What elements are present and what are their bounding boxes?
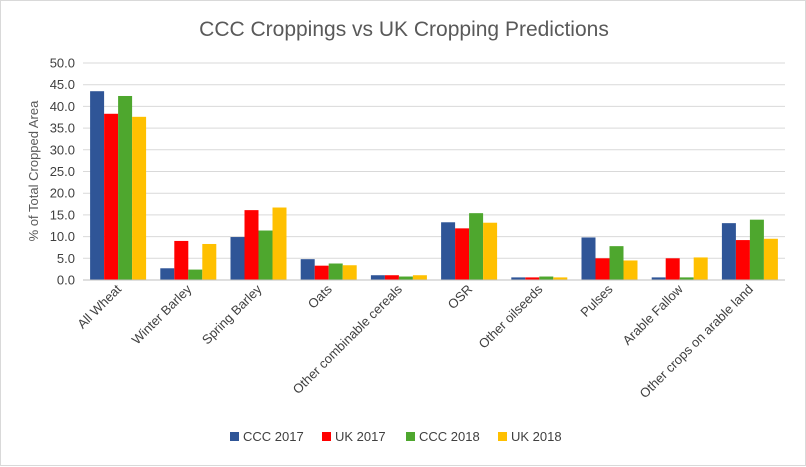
y-tick-label: 5.0	[57, 251, 75, 266]
x-tick-label: Other crops on arable land	[637, 282, 756, 401]
y-tick-label: 40.0	[50, 99, 75, 114]
gridlines	[83, 62, 785, 259]
bar	[679, 277, 694, 280]
bar	[609, 246, 624, 280]
y-tick-label: 50.0	[50, 56, 75, 71]
chart-title: CCC Croppings vs UK Cropping Predictions	[199, 18, 609, 41]
bar	[735, 240, 750, 280]
bar	[763, 238, 778, 280]
bar	[300, 259, 315, 280]
x-tick-label: OSR	[445, 282, 476, 313]
x-tick-label: Oats	[305, 281, 335, 311]
bar	[342, 265, 357, 280]
bar	[412, 275, 427, 280]
bar	[370, 275, 385, 280]
x-tick-label: Winter Barley	[129, 281, 195, 347]
bar	[693, 257, 708, 280]
legend-label: CCC 2017	[243, 429, 304, 444]
bar	[230, 237, 245, 280]
bar	[525, 277, 540, 280]
bar	[272, 207, 287, 280]
bar	[188, 269, 203, 280]
x-tick-label: Pulses	[577, 281, 616, 320]
legend-label: CCC 2018	[419, 429, 480, 444]
bar	[721, 223, 736, 280]
y-axis-title: % of Total Cropped Area	[26, 100, 41, 241]
legend-swatch	[406, 432, 415, 441]
bar	[651, 277, 666, 280]
bar	[244, 210, 259, 280]
bar	[539, 276, 554, 280]
y-tick-label: 0.0	[57, 273, 75, 288]
legend-swatch	[322, 432, 331, 441]
legend-swatch	[498, 432, 507, 441]
bar	[398, 276, 413, 280]
y-tick-label: 30.0	[50, 142, 75, 157]
bar	[483, 222, 498, 280]
y-tick-label: 45.0	[50, 77, 75, 92]
y-tick-label: 25.0	[50, 164, 75, 179]
y-tick-label: 20.0	[50, 186, 75, 201]
bar	[314, 265, 329, 280]
bar	[553, 277, 568, 280]
bar	[511, 277, 526, 280]
bar	[328, 263, 343, 280]
bar	[469, 213, 484, 280]
legend-label: UK 2018	[511, 429, 562, 444]
bar	[258, 230, 273, 280]
bar	[623, 260, 638, 280]
y-axis-ticks: 0.0 5.0 10.0 15.0 20.0 25.0 30.0 35.0 40.0 45.0 50…	[50, 56, 75, 288]
bar	[202, 243, 217, 280]
x-tick-label: Other oilseeds	[476, 281, 546, 351]
bar	[581, 237, 596, 280]
legend-swatch	[230, 432, 239, 441]
y-tick-label: 10.0	[50, 229, 75, 244]
bar	[104, 113, 119, 280]
y-tick-label: 35.0	[50, 121, 75, 136]
y-tick-label: 15.0	[50, 207, 75, 222]
x-tick-label: Arable Fallow	[620, 281, 687, 348]
bar	[441, 222, 456, 280]
bars	[90, 91, 778, 281]
legend-label: UK 2017	[335, 429, 386, 444]
bar	[118, 95, 133, 280]
bar	[455, 228, 470, 280]
bar	[749, 219, 764, 280]
x-tick-label: Spring Barley	[199, 281, 265, 347]
bar	[160, 268, 175, 280]
bar	[174, 240, 189, 280]
legend: CCC 2017 UK 2017 CCC 2018 UK 2018	[230, 429, 562, 444]
x-tick-label: All Wheat	[74, 281, 124, 331]
bar	[90, 91, 105, 281]
x-axis-ticks: All Wheat Winter Barley Spring Barley Oats O…	[74, 281, 756, 401]
bar	[132, 116, 147, 280]
bar	[384, 275, 399, 280]
bar	[595, 258, 610, 280]
bar	[665, 258, 680, 280]
